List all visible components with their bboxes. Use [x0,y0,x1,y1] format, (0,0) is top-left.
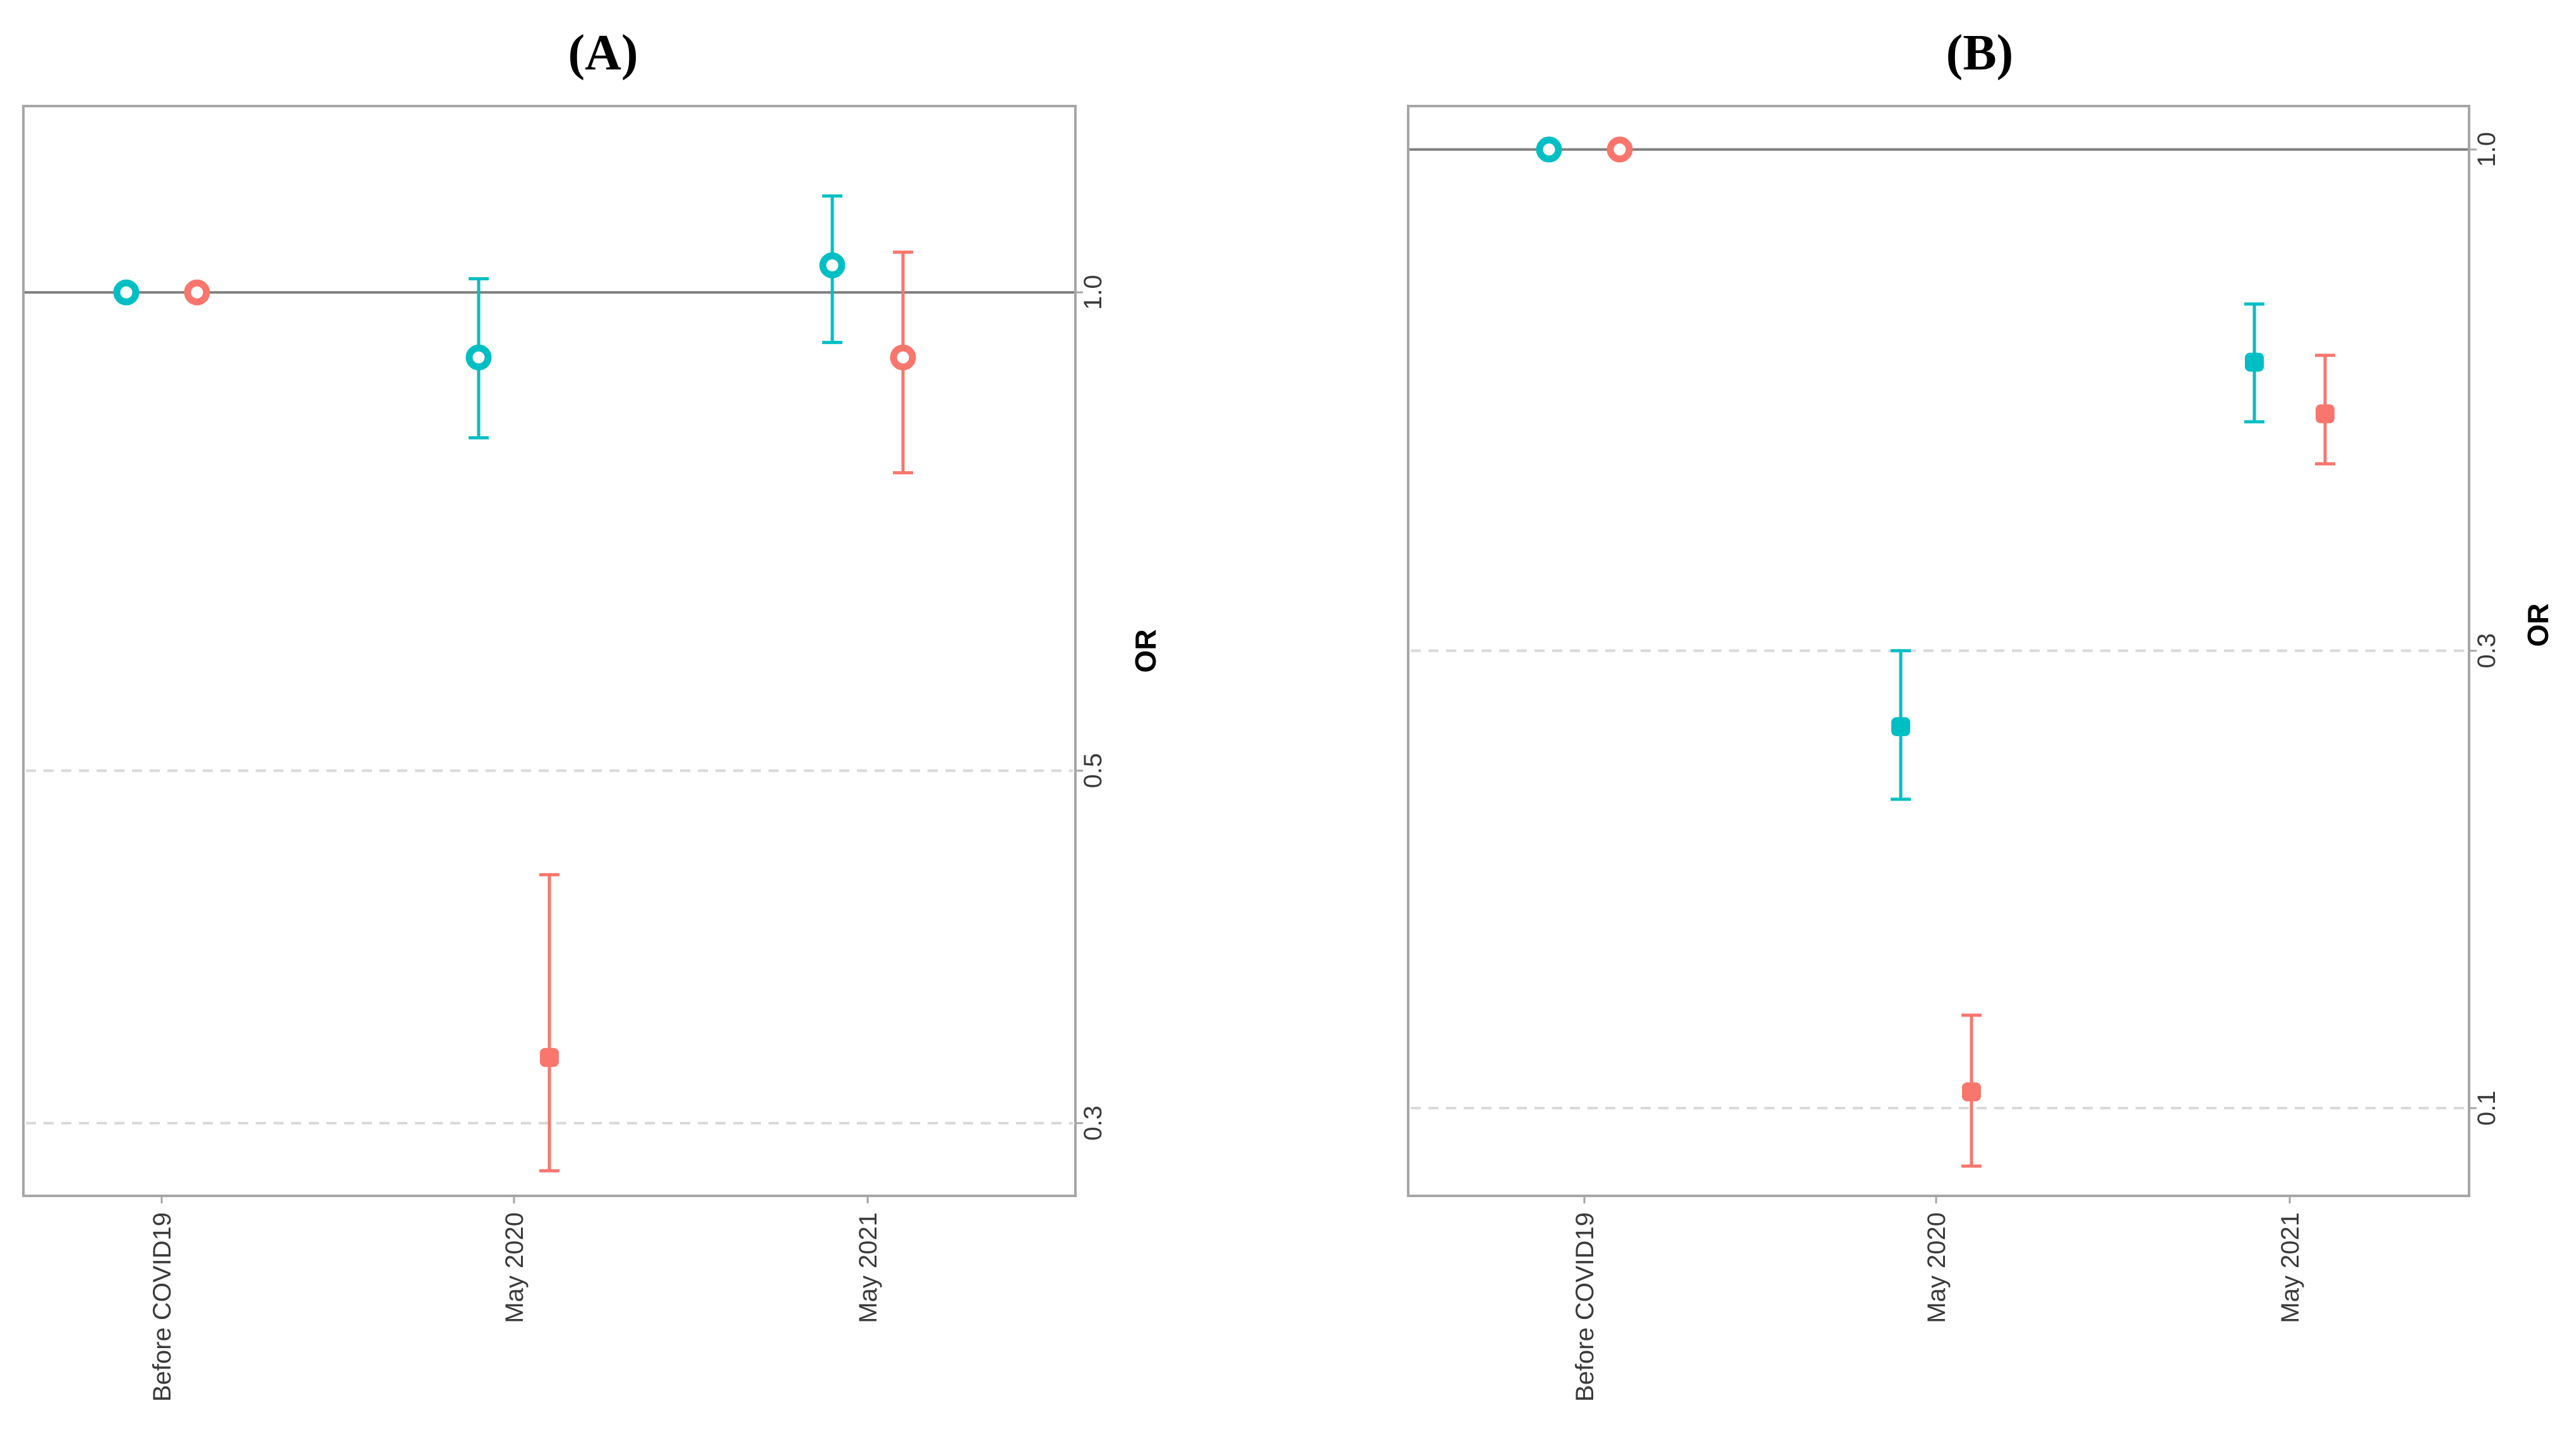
panel-b-y-tick-label: 1.0 [2473,132,2501,167]
panel-a-error-bar [539,873,559,1173]
panel-b-y-tick-label: 0.1 [2473,1090,2501,1126]
panel-a-point [465,344,492,371]
panel-a-category-label: May 2020 [501,1212,529,1323]
panel-b: (B) 0.1 0.3 1.0 Before COVID19 May 2020 May … [1407,25,2554,1402]
panel-b-y-tick-label: 0.3 [2473,633,2501,669]
panel-a-point [540,1047,559,1067]
panel-a-category-label: Before COVID19 [148,1212,176,1402]
panel-b-category-label: May 2021 [2276,1212,2304,1323]
panel-b-point [1962,1082,1981,1102]
panel-a-title: (A) [568,25,638,81]
panel-a-point [819,252,846,278]
panel-b-point [1891,717,1910,736]
panel-b-point [1606,136,1633,163]
panel-a: (A) 0.3 0.5 1.0 Before COVID19 May 2020 May … [22,25,1162,1402]
panel-b-plot-area [1407,105,2470,1197]
panel-b-y-axis-title: OR [2521,604,2554,647]
panel-a-point [113,279,140,306]
panel-a-y-tick-label: 0.3 [1079,1106,1107,1141]
panel-b-point [2316,404,2335,424]
panel-a-point [890,344,916,371]
panel-a-y-tick-label: 0.5 [1079,753,1107,789]
panel-a-y-tick-label: 1.0 [1079,275,1107,310]
panel-a-category-label: May 2021 [854,1212,882,1323]
panel-b-title: (B) [1946,25,2014,81]
panel-b-point [1536,136,1562,163]
panel-a-y-axis-title: OR [1129,630,1162,673]
panel-b-category-label: May 2020 [1923,1212,1951,1323]
panel-b-category-label: Before COVID19 [1571,1212,1599,1402]
panel-a-point [184,279,210,306]
panel-b-point [2245,352,2264,372]
